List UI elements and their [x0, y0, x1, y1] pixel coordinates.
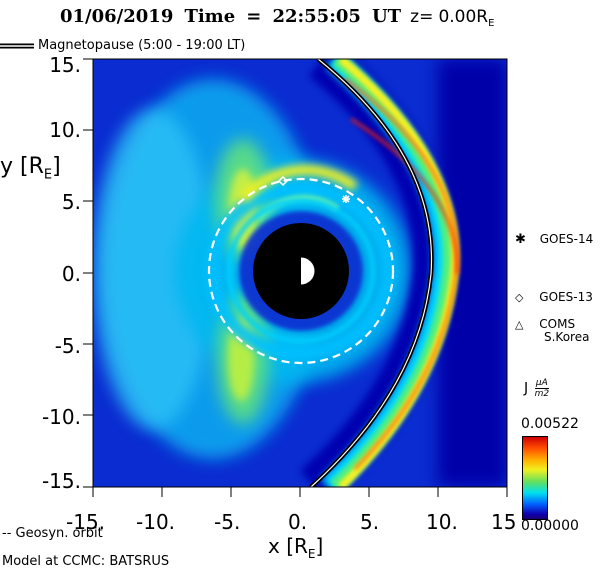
model-credit: Model at CCMC: BATSRUS [2, 554, 170, 569]
y-tick-label: 5. [61, 190, 81, 214]
y-tick-label: 15. [49, 53, 81, 77]
title-z-value: 0.00R [438, 7, 489, 27]
colorbar-min-label: 0.00000 [521, 518, 579, 534]
colorbar-max-label: 0.00522 [521, 416, 579, 432]
goes-13-legend-icon: ◇ [515, 291, 524, 304]
x-axis-label: x [RE] [268, 534, 323, 561]
x-tick-label: 10. [426, 510, 458, 534]
magnetopause-legend-line-icon [0, 43, 34, 49]
colorbar-unit-num: μA [534, 378, 550, 389]
y-axis-label-main: y [R [0, 154, 44, 179]
title-equals: = [246, 6, 262, 27]
goes-14-legend-icon: ✱ [515, 232, 526, 247]
plot-title: 01/06/2019 Time = 22:55:05 UT z= 0.00RE [60, 6, 580, 32]
y-tick-label: -5. [54, 334, 81, 358]
goes-14-marker-icon [342, 195, 350, 203]
x-tick-label: 5. [360, 510, 380, 534]
satellite-legend-goes-13: ◇ GOES-13 [515, 290, 593, 304]
satellite-legend-goes-14: ✱ GOES-14 [515, 232, 593, 247]
x-tick-label: 15 [491, 510, 517, 534]
y-tick-label: 10. [49, 118, 81, 142]
coms-legend-label-2: S.Korea [544, 330, 590, 344]
magnetopause-legend-label: Magnetopause (5:00 - 19:00 LT) [38, 38, 246, 53]
title-date: 01/06/2019 [60, 6, 174, 27]
y-axis-label-end: ] [52, 154, 61, 179]
x-tick-label: -10. [136, 510, 176, 534]
colorbar-label: J μA m2 [524, 378, 550, 399]
colorbar-label-symbol: J [524, 380, 529, 397]
y-axis-label-sub: E [43, 167, 53, 183]
x-axis-label-main: x [R [268, 534, 308, 558]
title-time-label: Time [184, 6, 236, 27]
colorbar-unit: μA m2 [534, 378, 550, 399]
x-tick-label: -5. [214, 510, 241, 534]
current-density-plot [93, 59, 507, 487]
x-axis-label-end: ] [315, 534, 324, 558]
title-z-prefix: z= [410, 7, 434, 27]
x-tick-label: -15. [66, 510, 106, 534]
coms-legend-label: COMS [539, 317, 576, 331]
y-tick-label: 0. [61, 262, 81, 286]
y-tick-label: -15. [41, 469, 81, 493]
colorbar [522, 436, 548, 520]
colorbar-unit-den: m2 [534, 389, 550, 399]
current-density-map [93, 59, 507, 487]
title-time-unit: UT [371, 6, 402, 27]
goes-13-legend-label: GOES-13 [539, 290, 593, 304]
title-time-value: 22:55:05 [272, 6, 361, 27]
satellite-legend-coms: △ COMS S.Korea [515, 318, 589, 344]
title-z-subscript: E [488, 18, 495, 30]
x-tick-label: 0. [288, 510, 308, 534]
x-axis-label-sub: E [307, 547, 316, 561]
y-axis-label: y [RE] [0, 154, 61, 182]
geosyn-orbit-legend: -- Geosyn. orbit [2, 526, 103, 541]
coms-legend-icon: △ [515, 318, 524, 331]
goes-14-legend-label: GOES-14 [539, 232, 594, 246]
y-tick-label: -10. [41, 405, 81, 429]
